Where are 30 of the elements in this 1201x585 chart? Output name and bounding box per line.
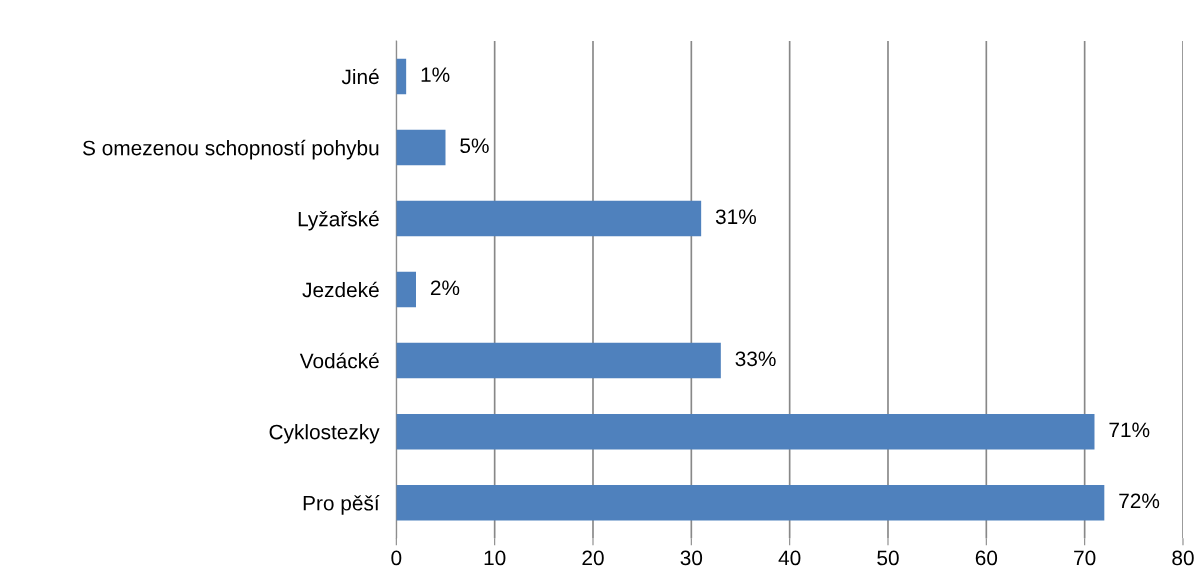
x-tick-label: 10 — [484, 550, 506, 566]
x-tick-label: 50 — [877, 550, 899, 566]
y-tick-label: S omezenou schopností pohybu — [82, 139, 379, 160]
data-label: 1% — [421, 67, 450, 82]
data-label: 72% — [1119, 493, 1160, 509]
x-tick-label: 0 — [391, 550, 402, 566]
bar — [396, 271, 416, 308]
y-tick-label: Cyklostezky — [269, 424, 380, 444]
x-tick-label: 30 — [680, 550, 703, 566]
x-tick-label: 60 — [975, 550, 998, 566]
bar — [396, 129, 446, 166]
x-tick-label: 40 — [778, 550, 801, 566]
bar — [396, 484, 1105, 521]
data-label: 33% — [735, 351, 776, 367]
y-tick-label: Vodácké — [299, 352, 379, 369]
y-tick-label: Jezdeké — [302, 281, 379, 298]
x-tick-label: 20 — [582, 550, 604, 566]
y-tick-label: Jiné — [341, 68, 379, 85]
data-label: 5% — [460, 138, 489, 154]
x-tick-label: 80 — [1172, 550, 1194, 566]
bar — [396, 342, 721, 379]
bar — [396, 200, 702, 237]
data-label: 2% — [430, 280, 460, 296]
y-tick-label: Pro pěší — [303, 495, 380, 515]
data-label: 31% — [715, 209, 756, 225]
bar — [396, 413, 1095, 450]
x-tick-label: 70 — [1074, 550, 1096, 566]
y-tick-label: Lyžařské — [298, 210, 379, 231]
bar — [396, 58, 407, 95]
data-label: 71% — [1109, 422, 1150, 438]
